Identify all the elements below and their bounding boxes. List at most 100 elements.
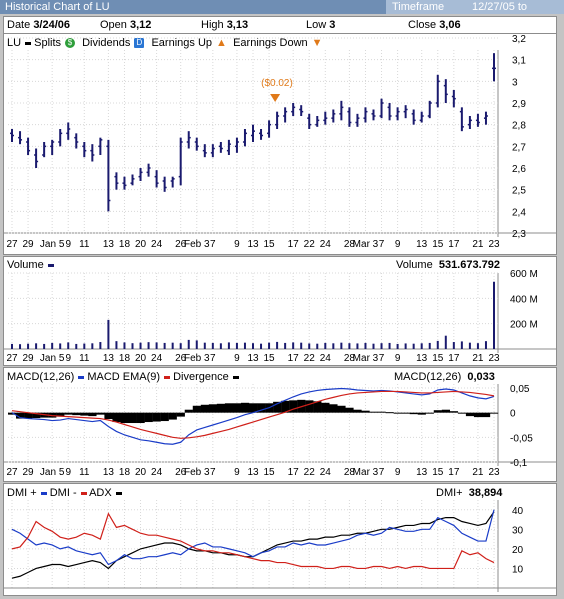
price-x-tick-label: Jan 5: [40, 239, 65, 250]
volume-x-tick-label: 28: [344, 353, 356, 364]
macd-x-tick-label: 15: [264, 467, 276, 478]
macd-x-tick-label: 23: [488, 467, 500, 478]
divergence-bar: [72, 412, 81, 416]
price-x-tick-label: 13: [416, 239, 428, 250]
volume-x-tick-label: 11: [79, 353, 90, 364]
divergence-bar: [441, 409, 450, 413]
dmi-y-tick-label: 40: [512, 506, 524, 517]
chart-frame: Date 3/24/06 Open 3,12 High 3,13 Low 3 C…: [0, 14, 564, 599]
volume-x-tick-label: Feb 3: [184, 353, 210, 364]
dmi-panel: DMI + DMI - ADX DMI+ 38,894 10 20 30 40: [3, 483, 557, 596]
divergence-bar: [32, 412, 41, 419]
price-y-tick-label: 2,9: [512, 99, 526, 110]
price-y-tick-label: 2,7: [512, 142, 526, 153]
price-x-tick-label: 9: [234, 239, 240, 250]
divergence-bar: [240, 402, 250, 413]
volume-x-tick-label: 7: [379, 353, 385, 364]
divergence-bar: [80, 412, 89, 416]
macd-panel: MACD(12,26) MACD EMA(9) Divergence MACD(…: [3, 367, 557, 482]
dmi-value: DMI+ 38,894: [436, 487, 503, 499]
divergence-bar: [152, 412, 161, 422]
price-x-tick-label: 24: [320, 239, 332, 250]
price-x-tick-label: 23: [488, 239, 500, 250]
divergence-bar: [224, 403, 234, 413]
volume-x-tick-label: 29: [23, 353, 35, 364]
volume-x-tick-label: 9: [65, 353, 71, 364]
divergence-bar: [393, 412, 402, 414]
macd-y-tick-label: 0,05: [510, 384, 530, 395]
quote-low: Low 3: [306, 19, 336, 31]
price-y-tick-label: 3,1: [512, 56, 526, 67]
divergence-bar: [273, 401, 282, 413]
price-y-tick-label: 2,3: [512, 229, 526, 240]
dividends-icon: D: [134, 38, 145, 49]
divergence-bar: [176, 412, 185, 417]
legend-earnings-up: Earnings Up: [151, 37, 213, 49]
macd-x-tick-label: 27: [6, 467, 18, 478]
price-x-tick-label: 20: [135, 239, 147, 250]
volume-x-tick-label: 9: [395, 353, 401, 364]
volume-x-tick-label: 13: [247, 353, 259, 364]
price-x-tick-label: 29: [23, 239, 35, 250]
price-panel: Date 3/24/06 Open 3,12 High 3,13 Low 3 C…: [3, 16, 557, 255]
price-legend: LU Splits $ Dividends D Earnings Up ▲ Earni…: [7, 37, 326, 50]
divergence-bar: [216, 403, 226, 413]
divergence-bar: [200, 404, 209, 413]
divergence-bar: [377, 411, 386, 413]
divergence-bar: [473, 412, 483, 418]
volume-y-tick-label: 600 M: [510, 269, 538, 280]
macd-x-tick-label: 9: [234, 467, 240, 478]
price-y-tick-label: 2,6: [512, 164, 526, 175]
price-x-tick-label: Feb 3: [184, 239, 210, 250]
price-x-tick-label: 28: [344, 239, 356, 250]
earnings-down-marker: [270, 94, 281, 102]
divergence-bar: [96, 412, 105, 415]
earnings-annotation: ($0.02): [261, 78, 293, 89]
volume-x-tick-label: 15: [432, 353, 444, 364]
volume-x-tick-label: 24: [320, 353, 332, 364]
volume-panel: Volume Volume 531.673.792 200 M 400 M 600 …: [3, 256, 557, 366]
divergence-bar: [329, 404, 338, 413]
divergence-bar: [281, 400, 290, 413]
divergence-bar: [128, 412, 137, 424]
price-chart: 2,3 2,4 2,5 2,6 2,7 2,8 2,9 3 3,1 3,2 ($0.02) 27 29 J…: [4, 34, 556, 250]
volume-y-tick-label: 200 M: [510, 320, 538, 331]
macd-x-tick-label: 13: [247, 467, 259, 478]
price-x-tick-label: 18: [119, 239, 131, 250]
price-y-tick-label: 2,5: [512, 186, 526, 197]
divergence-bar: [457, 412, 467, 414]
divergence-bar: [208, 404, 218, 413]
macd-x-tick-label: 11: [79, 467, 90, 478]
price-x-tick-label: 22: [304, 239, 316, 250]
volume-legend: Volume: [7, 259, 54, 272]
divergence-bar: [417, 412, 426, 415]
volume-x-tick-label: 21: [472, 353, 484, 364]
macd-x-tick-label: Mar 3: [353, 467, 379, 478]
macd-x-tick-label: 7: [379, 467, 385, 478]
volume-x-tick-label: 27: [6, 353, 18, 364]
divergence-bar: [465, 412, 475, 417]
price-y-tick-label: 3,2: [512, 34, 526, 45]
divergence-bar: [160, 412, 169, 422]
splits-icon: $: [65, 38, 76, 49]
macd-x-tick-label: 21: [472, 467, 484, 478]
price-x-tick-label: 15: [264, 239, 276, 250]
dmi-legend: DMI + DMI - ADX: [7, 487, 122, 500]
quote-high: High 3,13: [201, 19, 249, 31]
macd-value: MACD(12,26) 0,033: [394, 371, 495, 383]
price-x-tick-label: 7: [379, 239, 385, 250]
macd-x-tick-label: 13: [416, 467, 428, 478]
volume-x-tick-label: 13: [103, 353, 115, 364]
price-x-tick-label: 17: [288, 239, 300, 250]
macd-x-tick-label: 28: [344, 467, 356, 478]
macd-x-tick-label: 13: [103, 467, 115, 478]
volume-x-tick-label: 13: [416, 353, 428, 364]
quote-open: Open 3,12: [100, 19, 152, 31]
divergence-bar: [64, 412, 73, 415]
window-title: Historical Chart of LU: [5, 1, 110, 13]
volume-x-tick-label: Mar 3: [353, 353, 379, 364]
divergence-bar: [112, 412, 121, 423]
volume-value: Volume 531.673.792: [396, 259, 500, 271]
quote-close: Close 3,06: [408, 19, 461, 31]
volume-x-tick-label: 22: [304, 353, 316, 364]
